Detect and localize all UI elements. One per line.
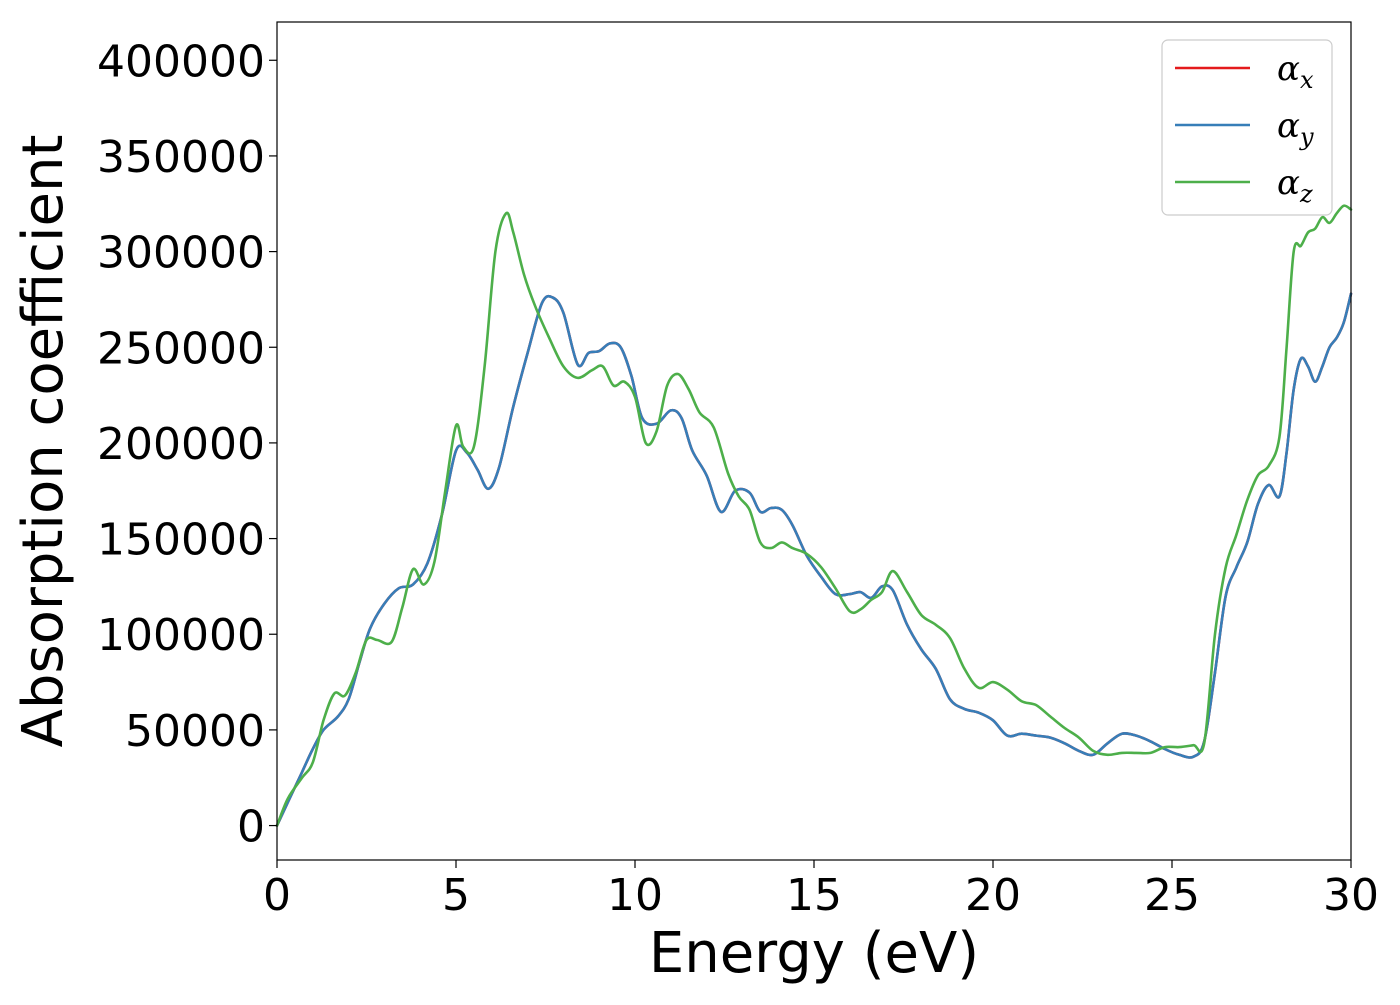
- y-tick-label: 0: [237, 802, 265, 853]
- legend: αx αy αz: [1161, 39, 1333, 216]
- x-tick-label: 30: [1323, 870, 1379, 921]
- y-tick-label: 400000: [97, 36, 265, 87]
- legend-label-z: αz: [1277, 163, 1313, 208]
- series-line-z: [275, 204, 1353, 827]
- y-tick-label: 300000: [97, 228, 265, 279]
- x-axis-title: Energy (eV): [649, 921, 979, 986]
- y-axis-title: Absorption coefficient: [11, 135, 76, 748]
- x-tick-label: 0: [263, 870, 291, 921]
- legend-label-x: αx: [1277, 49, 1314, 94]
- y-tick-label: 100000: [97, 610, 265, 661]
- y-tick-label: 50000: [125, 706, 265, 757]
- x-tick-label: 25: [1144, 870, 1200, 921]
- x-tick-label: 5: [442, 870, 470, 921]
- y-tick-label: 350000: [97, 132, 265, 183]
- lines-layer: [275, 204, 1353, 827]
- y-tick-label: 250000: [97, 323, 265, 374]
- x-tick-label: 10: [607, 870, 663, 921]
- y-tick-label: 200000: [97, 419, 265, 470]
- legend-box: [1161, 39, 1333, 216]
- x-tick-label: 15: [786, 870, 842, 921]
- legend-label-y: αy: [1277, 106, 1314, 151]
- ticks-layer: 0 5 10 15 20 25 30 0 50000 100000 150000 200000 2500…: [97, 36, 1379, 921]
- x-tick-label: 20: [965, 870, 1021, 921]
- y-tick-label: 150000: [97, 515, 265, 566]
